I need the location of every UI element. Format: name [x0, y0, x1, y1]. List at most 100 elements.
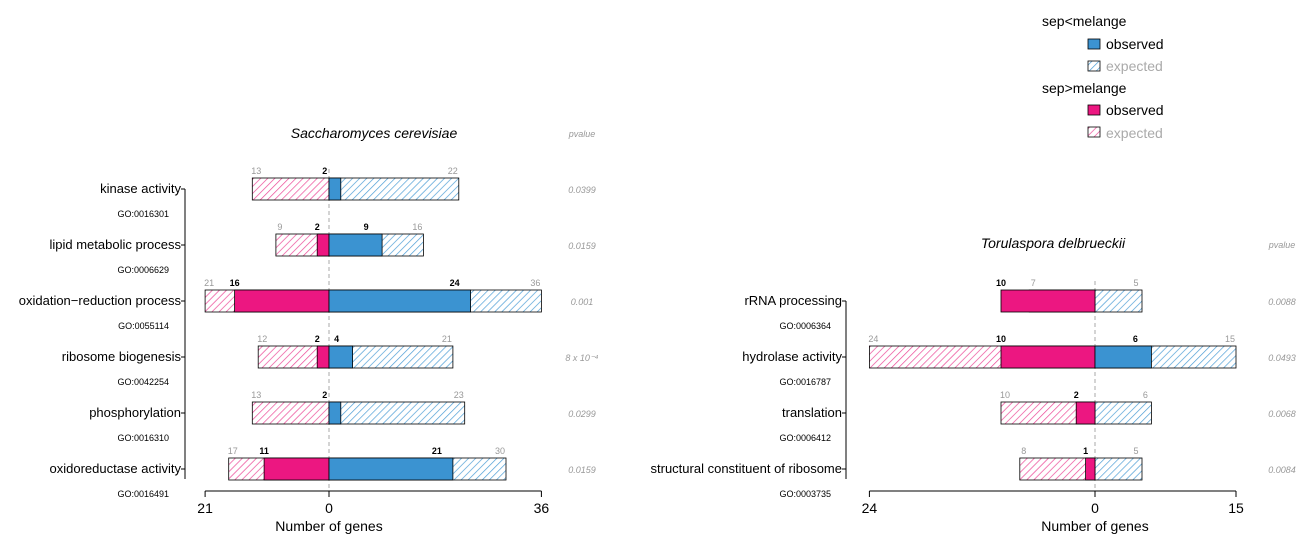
go-id-label: GO:0006629 — [117, 265, 169, 275]
go-id-label: GO:0016310 — [117, 433, 169, 443]
right-expected-value: 5 — [1133, 278, 1138, 288]
x-axis-label-saccharomyces: Number of genes — [275, 518, 382, 534]
category-label: oxidation−reduction process — [19, 293, 182, 308]
pvalue-label: 0.0088 — [1268, 297, 1296, 307]
go-id-label: GO:0016301 — [117, 209, 169, 219]
bar-right-observed — [328, 457, 454, 481]
right-observed-value: 24 — [450, 278, 460, 288]
category-label: kinase activity — [100, 181, 181, 196]
right-expected-value: 22 — [448, 166, 458, 176]
bar-left-observed — [316, 233, 330, 257]
left-expected-value: 13 — [251, 390, 261, 400]
pvalue-label: 0.0159 — [568, 241, 596, 251]
left-expected-value: 21 — [204, 278, 214, 288]
left-expected-value: 12 — [257, 334, 267, 344]
x-tick-label: 24 — [862, 500, 878, 516]
bar-left-expected — [251, 177, 330, 201]
go-id-label: GO:0016787 — [779, 377, 831, 387]
right-expected-value: 15 — [1225, 334, 1235, 344]
legend-label-blue-observed: observed — [1106, 36, 1164, 52]
bar-left-observed — [263, 457, 330, 481]
x-tick-label: 0 — [325, 500, 333, 516]
bar-left-observed — [1075, 401, 1096, 425]
legend-swatch-pink-expected — [1087, 126, 1101, 138]
x-tick-label: 0 — [1091, 500, 1099, 516]
category-label: phosphorylation — [89, 405, 181, 420]
pvalue-header-saccharomyces: pvalue — [568, 129, 596, 139]
x-tick-label: 21 — [197, 500, 213, 516]
left-observed-value: 2 — [1074, 390, 1079, 400]
legend-title-blue: sep<melange — [1042, 13, 1127, 29]
bar-right-observed — [328, 177, 342, 201]
left-expected-value: 10 — [1000, 390, 1010, 400]
category-label: rRNA processing — [744, 293, 842, 308]
bar-right-observed — [328, 233, 383, 257]
legend-title-pink: sep>melange — [1042, 80, 1127, 96]
go-id-label: GO:0006364 — [779, 321, 831, 331]
left-expected-value: 24 — [868, 334, 878, 344]
go-id-label: GO:0006412 — [779, 433, 831, 443]
left-observed-value: 2 — [315, 334, 320, 344]
panel-title-torulaspora: Torulaspora delbrueckii — [981, 235, 1126, 251]
right-expected-value: 36 — [530, 278, 540, 288]
left-expected-value: 13 — [251, 166, 261, 176]
bar-left-expected — [251, 401, 330, 425]
right-observed-value: 4 — [334, 334, 339, 344]
right-expected-value: 5 — [1133, 446, 1138, 456]
category-label: translation — [782, 405, 842, 420]
right-observed-value: 9 — [364, 222, 369, 232]
right-observed-value: 2 — [322, 166, 327, 176]
x-tick-label: 15 — [1228, 500, 1244, 516]
pvalue-label: 0.0299 — [568, 409, 596, 419]
right-expected-value: 16 — [412, 222, 422, 232]
left-observed-value: 10 — [996, 278, 1006, 288]
bar-left-observed — [234, 289, 330, 313]
left-observed-value: 1 — [1083, 446, 1088, 456]
go-id-label: GO:0042254 — [117, 377, 169, 387]
category-label: oxidoreductase activity — [49, 461, 181, 476]
left-observed-value: 2 — [315, 222, 320, 232]
bar-right-expected — [1094, 457, 1143, 481]
pvalue-label: 0.0399 — [568, 185, 596, 195]
left-observed-value: 10 — [996, 334, 1006, 344]
pvalue-label: 0.0493 — [1268, 353, 1296, 363]
legend-swatch-pink-observed — [1087, 104, 1101, 116]
right-expected-value: 21 — [442, 334, 452, 344]
bar-left-observed — [1000, 289, 1096, 313]
legend-swatch-blue-observed — [1087, 38, 1101, 50]
go-id-label: GO:0055114 — [118, 321, 169, 331]
pvalue-label: 0.0084 — [1268, 465, 1296, 475]
right-expected-value: 23 — [454, 390, 464, 400]
legend-label-pink-observed: observed — [1106, 102, 1164, 118]
go-id-label: GO:0016491 — [117, 489, 169, 499]
left-expected-value: 17 — [228, 446, 238, 456]
right-observed-value: 6 — [1133, 334, 1138, 344]
bar-right-observed — [328, 345, 354, 369]
left-expected-value: 9 — [277, 222, 282, 232]
category-label: ribosome biogenesis — [62, 349, 182, 364]
left-expected-value: 7 — [1031, 278, 1036, 288]
pvalue-label: 8 x 10⁻⁴ — [565, 353, 598, 363]
x-axis-label-torulaspora: Number of genes — [1041, 518, 1148, 534]
left-observed-value: 16 — [230, 278, 240, 288]
bar-right-observed — [328, 401, 342, 425]
legend-swatch-blue-expected — [1087, 60, 1101, 72]
right-observed-value: 21 — [432, 446, 442, 456]
category-label: hydrolase activity — [742, 349, 842, 364]
x-tick-label: 36 — [534, 500, 550, 516]
legend-label-blue-expected: expected — [1106, 58, 1163, 74]
bar-right-expected — [1094, 401, 1152, 425]
bar-left-observed — [1085, 457, 1096, 481]
bar-right-observed — [1094, 345, 1152, 369]
left-expected-value: 8 — [1021, 446, 1026, 456]
bar-left-observed — [316, 345, 330, 369]
bar-left-expected — [1019, 457, 1096, 481]
legend: sep<melange observed expected sep>melang… — [1042, 13, 1164, 141]
category-label: lipid metabolic process — [49, 237, 181, 252]
pvalue-label: 0.001 — [571, 297, 594, 307]
bar-right-observed — [328, 289, 472, 313]
left-observed-value: 11 — [259, 446, 269, 456]
